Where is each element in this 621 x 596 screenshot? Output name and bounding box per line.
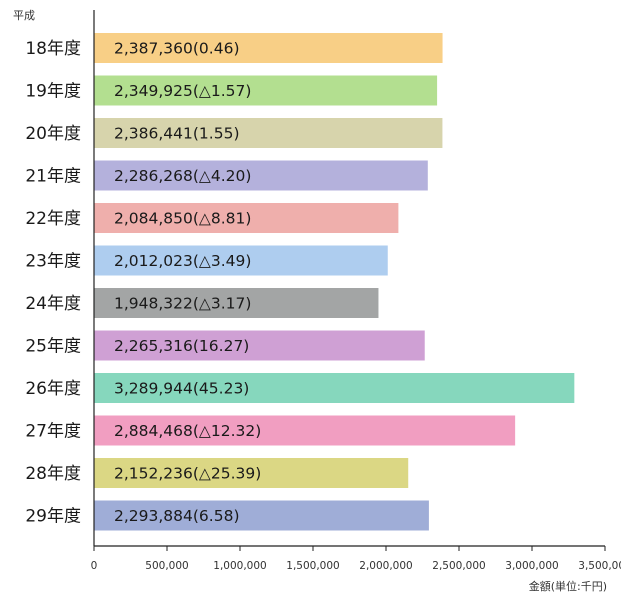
- bar-value-label: 2,286,268(△4.20): [114, 167, 251, 185]
- x-ticks-group: 0 500,000 1,000,000 1,500,000 2,000,000 2,500…: [91, 546, 621, 572]
- category-label: 28年度: [25, 464, 81, 484]
- bar-value-label: 2,012,023(△3.49): [114, 252, 251, 270]
- bar-9: [94, 373, 575, 403]
- bar-2: [94, 75, 438, 106]
- bar-labels-group: 2,387,360(0.46) 2,349,925(△1.57) 2,386,441…: [114, 40, 261, 526]
- era-label: 平成: [13, 9, 35, 22]
- unit-label: 金額(単位:千円): [529, 579, 607, 593]
- category-label: 26年度: [25, 379, 81, 399]
- bar-value-label: 1,948,322(△3.17): [114, 295, 251, 313]
- bar-value-label: 2,884,468(△12.32): [114, 422, 261, 440]
- category-label: 20年度: [25, 124, 81, 144]
- bar-8: [94, 330, 425, 361]
- category-label: 24年度: [25, 294, 81, 314]
- bar-4: [94, 160, 428, 191]
- bar-12: [94, 500, 429, 531]
- category-label: 19年度: [25, 82, 81, 102]
- category-label: 25年度: [25, 337, 81, 357]
- x-tick-label: 2,000,000: [359, 560, 412, 572]
- x-tick-label: 2,500,000: [432, 560, 485, 572]
- bar-7: [94, 288, 379, 318]
- bar-5: [94, 203, 399, 233]
- bar-1: [94, 33, 443, 63]
- bar-6: [94, 245, 388, 276]
- x-tick-label: 0: [91, 560, 98, 572]
- bars-group: [94, 33, 575, 531]
- bar-value-label: 3,289,944(45.23): [114, 380, 249, 398]
- bar-value-label: 2,293,884(6.58): [114, 507, 240, 525]
- x-tick-label: 3,000,000: [505, 560, 558, 572]
- bar-value-label: 2,084,850(△8.81): [114, 210, 251, 228]
- bar-11: [94, 458, 409, 488]
- x-tick-label: 1,000,000: [213, 560, 266, 572]
- bar-value-label: 2,387,360(0.46): [114, 40, 240, 58]
- bar-value-label: 2,265,316(16.27): [114, 337, 249, 355]
- bar-10: [94, 415, 516, 446]
- category-label: 21年度: [25, 167, 81, 187]
- category-label: 18年度: [25, 39, 81, 59]
- x-tick-label: 1,500,000: [286, 560, 339, 572]
- category-label: 23年度: [25, 252, 81, 272]
- bar-value-label: 2,152,236(△25.39): [114, 465, 261, 483]
- category-labels-group: 18年度 19年度 20年度 21年度 22年度 23年度 24年度 25年度 26年度 27年度…: [25, 39, 81, 527]
- bar-3: [94, 118, 443, 148]
- category-label: 27年度: [25, 422, 81, 442]
- x-tick-label: 500,000: [145, 560, 188, 572]
- x-tick-label: 3,500,000: [578, 560, 621, 572]
- bar-value-label: 2,349,925(△1.57): [114, 82, 251, 100]
- bar-value-label: 2,386,441(1.55): [114, 125, 240, 143]
- category-label: 22年度: [25, 209, 81, 229]
- category-label: 29年度: [25, 507, 81, 527]
